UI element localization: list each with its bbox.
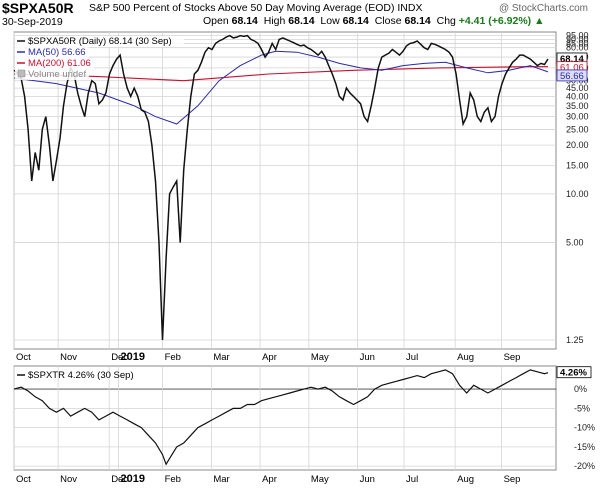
bottom-y-tick-label: -15% (574, 442, 595, 452)
high-value: 68.14 (288, 15, 315, 27)
top-y-tick-label: 85.00 (566, 38, 589, 48)
bottom-x-tick-label: Aug (457, 474, 474, 485)
last-value-tag (556, 69, 588, 82)
top-y-tick-label: 40.00 (566, 91, 589, 101)
legend-label: MA(200) 61.06 (28, 58, 91, 69)
as-of-date: 30-Sep-2019 (2, 16, 63, 28)
top-y-tick-label: 35.00 (566, 101, 589, 111)
open-value: 68.14 (231, 15, 258, 27)
bottom-x-tick-label: Jun (360, 474, 375, 485)
top-x-tick-label: Feb (165, 352, 181, 363)
legend-bg (15, 47, 89, 58)
bottom-x-tick-label: Nov (60, 474, 77, 485)
top-y-tick-label: 5.00 (566, 238, 584, 248)
chg-value: +4.41 (+6.92%) (458, 15, 532, 27)
top-y-tick-label: 90.00 (566, 34, 589, 44)
last-value-label: 4.26% (560, 368, 587, 379)
series-line-spxtr (13, 369, 549, 466)
bottom-x-tick-label: Feb (165, 474, 181, 485)
series-line-spxa50r (13, 34, 549, 341)
ohlc-readout: Open 68.14 High 68.14 Low 68.14 Close 68… (203, 15, 545, 27)
chart-header: $SPXA50R S&P 500 Percent of Stocks Above… (0, 0, 602, 30)
top-panel-frame (13, 31, 557, 350)
legend-label: $SPXA50R (Daily) 68.14 (30 Sep) (28, 36, 172, 47)
top-x-tick-label: Jul (406, 352, 418, 363)
bottom-x-tick-label: Apr (262, 474, 277, 485)
last-value-label: 68.14 (560, 54, 584, 65)
top-x-tick-label: Sep (504, 352, 521, 363)
top-y-tick-label: 20.00 (566, 140, 589, 150)
top-x-tick-label: Jun (360, 352, 375, 363)
bottom-x-tick-label: Oct (16, 474, 31, 485)
top-x-tick-label: Mar (213, 352, 229, 363)
symbol-description: S&P 500 Percent of Stocks Above 50 Day M… (89, 2, 423, 14)
bottom-x-tick-label: Dec (111, 474, 128, 485)
legend-swatch (17, 69, 26, 78)
legend-label: $SPXTR 4.26% (30 Sep) (28, 370, 134, 381)
bottom-x-tick-label: Jul (406, 474, 418, 485)
low-value: 68.14 (342, 15, 369, 27)
top-x-tick-label: Nov (60, 352, 77, 363)
low-label: Low (320, 15, 340, 27)
legend-bg (15, 58, 94, 69)
bottom-panel-frame (13, 365, 557, 471)
top-y-tick-label: 95.00 (566, 31, 589, 41)
chg-up-icon: ▲ (534, 15, 545, 27)
legend-bg (15, 36, 184, 47)
legend-label: MA(50) 56.66 (28, 47, 86, 58)
top-x-tick-label: May (311, 352, 329, 363)
high-label: High (263, 15, 286, 27)
bottom-x-tick-label: Mar (213, 474, 229, 485)
top-y-tick-label: 1.25 (566, 335, 584, 345)
close-label: Close (374, 15, 402, 27)
top-y-tick-label: 45.00 (566, 83, 589, 93)
top-x-tick-label: Apr (262, 352, 277, 363)
top-x-tick-label: Aug (457, 352, 474, 363)
symbol-title: $SPXA50R (2, 0, 74, 16)
bottom-y-tick-label: -20% (574, 461, 595, 471)
top-x-tick-label: Oct (16, 352, 31, 363)
series-line-ma50 (13, 50, 549, 125)
chg-label: Chg (436, 15, 456, 27)
last-value-label: 61.06 (560, 63, 584, 74)
brand-watermark[interactable]: @ StockCharts.com (498, 3, 588, 14)
bottom-y-tick-label: 0% (574, 384, 587, 394)
bottom-x-tick-label: Sep (504, 474, 521, 485)
bottom-y-tick-label: -10% (574, 423, 595, 433)
open-label: Open (203, 15, 229, 27)
top-y-tick-label: 25.00 (566, 124, 589, 134)
last-value-tag (556, 366, 592, 379)
top-y-tick-label: 30.00 (566, 112, 589, 122)
legend-bg (15, 69, 89, 80)
legend-label: Volume undef (28, 69, 86, 80)
top-x-tick-label: 2019 (120, 351, 144, 363)
top-x-tick-label: Dec (111, 352, 128, 363)
bottom-y-tick-label: -5% (574, 403, 590, 413)
bottom-x-tick-label: May (311, 474, 329, 485)
last-value-label: 56.66 (560, 71, 584, 82)
bottom-x-tick-label: 2019 (120, 473, 144, 485)
top-y-tick-label: 10.00 (566, 189, 589, 199)
top-y-tick-label: 15.00 (566, 160, 589, 170)
close-value: 68.14 (404, 15, 431, 27)
top-y-tick-label: 80.00 (566, 43, 589, 53)
